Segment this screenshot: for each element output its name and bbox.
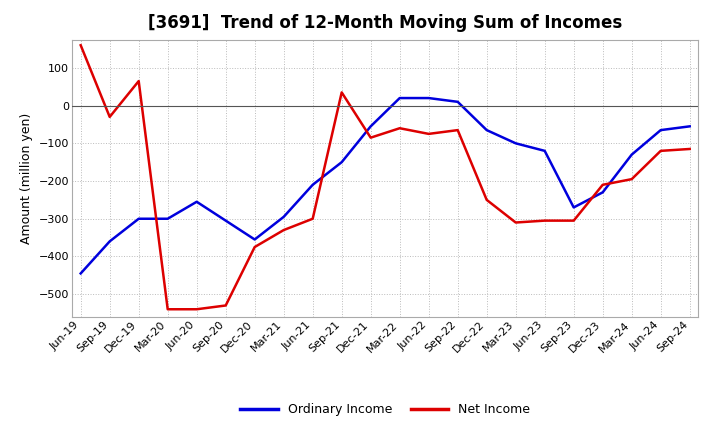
Net Income xyxy=(76,43,85,48)
Ordinary Income xyxy=(685,124,694,129)
Net Income xyxy=(251,244,259,249)
Ordinary Income xyxy=(511,141,520,146)
Ordinary Income xyxy=(424,95,433,101)
Net Income xyxy=(685,147,694,152)
Ordinary Income xyxy=(598,190,607,195)
Ordinary Income xyxy=(454,99,462,104)
Net Income xyxy=(308,216,317,221)
Ordinary Income xyxy=(395,95,404,101)
Legend: Ordinary Income, Net Income: Ordinary Income, Net Income xyxy=(240,403,530,416)
Ordinary Income xyxy=(627,152,636,157)
Net Income xyxy=(482,197,491,202)
Ordinary Income xyxy=(482,128,491,133)
Net Income xyxy=(395,125,404,131)
Net Income xyxy=(135,78,143,84)
Ordinary Income xyxy=(541,148,549,154)
Net Income xyxy=(424,131,433,136)
Net Income xyxy=(192,307,201,312)
Ordinary Income xyxy=(279,214,288,220)
Ordinary Income xyxy=(163,216,172,221)
Net Income xyxy=(279,227,288,233)
Ordinary Income xyxy=(192,199,201,205)
Line: Ordinary Income: Ordinary Income xyxy=(81,98,690,273)
Net Income xyxy=(163,307,172,312)
Ordinary Income xyxy=(221,218,230,223)
Ordinary Income xyxy=(105,239,114,244)
Net Income xyxy=(221,303,230,308)
Net Income xyxy=(338,90,346,95)
Ordinary Income xyxy=(135,216,143,221)
Net Income xyxy=(598,182,607,187)
Net Income xyxy=(105,114,114,120)
Ordinary Income xyxy=(338,160,346,165)
Net Income xyxy=(570,218,578,223)
Net Income xyxy=(454,128,462,133)
Ordinary Income xyxy=(251,237,259,242)
Ordinary Income xyxy=(570,205,578,210)
Net Income xyxy=(627,176,636,182)
Net Income xyxy=(511,220,520,225)
Title: [3691]  Trend of 12-Month Moving Sum of Incomes: [3691] Trend of 12-Month Moving Sum of I… xyxy=(148,15,622,33)
Net Income xyxy=(366,135,375,140)
Line: Net Income: Net Income xyxy=(81,45,690,309)
Ordinary Income xyxy=(657,128,665,133)
Y-axis label: Amount (million yen): Amount (million yen) xyxy=(20,113,33,244)
Net Income xyxy=(541,218,549,223)
Ordinary Income xyxy=(76,271,85,276)
Ordinary Income xyxy=(366,124,375,129)
Net Income xyxy=(657,148,665,154)
Ordinary Income xyxy=(308,182,317,187)
